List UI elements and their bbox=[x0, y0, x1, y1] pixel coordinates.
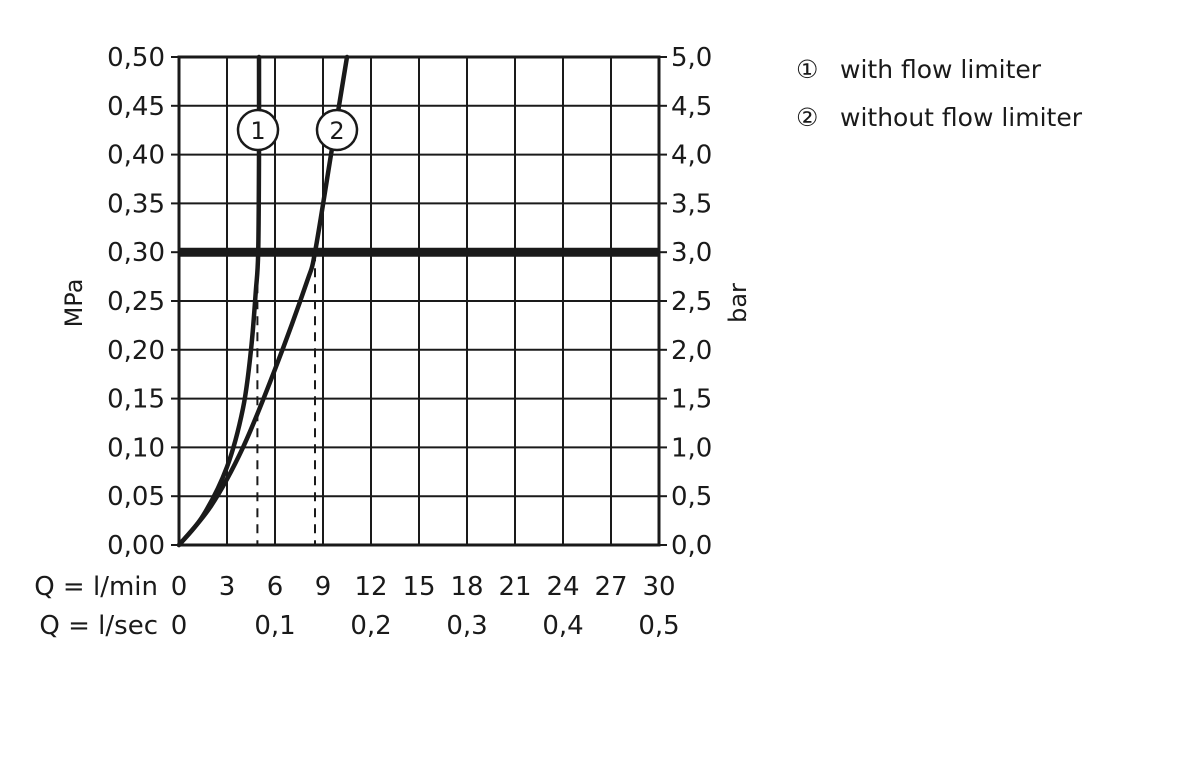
plot-frame bbox=[171, 55, 667, 547]
x-tick-label-lmin: 9 bbox=[315, 572, 332, 602]
y-tick-label-right: 2,0 bbox=[671, 336, 712, 366]
y-tick-label-right: 0,5 bbox=[671, 482, 712, 512]
y-tick-label-left: 0,00 bbox=[107, 531, 165, 561]
series-line-1 bbox=[176, 54, 262, 548]
legend: ① with flow limiter ② without flow limiter bbox=[796, 55, 1083, 132]
x-tick-label-lsec: 0,4 bbox=[542, 611, 583, 641]
y-tick-label-right: 3,5 bbox=[671, 189, 712, 219]
x-tick-label-lsec: 0 bbox=[171, 611, 188, 641]
y-tick-label-right: 4,0 bbox=[671, 141, 712, 171]
x-tick-label-lsec: 0,1 bbox=[254, 611, 295, 641]
y-tick-label-right: 4,5 bbox=[671, 92, 712, 122]
grid bbox=[179, 57, 659, 545]
y-tick-label-right: 1,5 bbox=[671, 385, 712, 415]
x-tick-label-lmin: 0 bbox=[171, 572, 188, 602]
x-tick-label-lmin: 30 bbox=[642, 572, 675, 602]
y-tick-label-left: 0,20 bbox=[107, 336, 165, 366]
x-axis-label-lsec: Q = l/sec bbox=[39, 611, 158, 641]
y-tick-label-right: 0,0 bbox=[671, 531, 712, 561]
axis-titles: Q = l/min Q = l/sec MPa bar bbox=[34, 279, 752, 641]
y-tick-label-right: 2,5 bbox=[671, 287, 712, 317]
series-lines bbox=[176, 54, 350, 548]
series-marker-label-2: 2 bbox=[329, 117, 344, 145]
y-tick-label-left: 0,30 bbox=[107, 238, 165, 268]
y-axis-label-right: bar bbox=[724, 283, 752, 323]
legend-symbol-2: ② bbox=[796, 103, 818, 132]
y-axis-label-left: MPa bbox=[60, 279, 88, 328]
y-tick-label-right: 3,0 bbox=[671, 238, 712, 268]
legend-label-2: without flow limiter bbox=[840, 103, 1083, 132]
drop-lines bbox=[256, 252, 316, 545]
y-tick-label-left: 0,35 bbox=[107, 189, 165, 219]
x-tick-label-lmin: 27 bbox=[594, 572, 627, 602]
y-tick-label-left: 0,45 bbox=[107, 92, 165, 122]
x-tick-label-lmin: 6 bbox=[267, 572, 284, 602]
series-line-2 bbox=[176, 54, 350, 548]
tick-labels: 0,000,050,100,150,200,250,300,350,400,45… bbox=[107, 43, 712, 641]
y-tick-label-left: 0,25 bbox=[107, 287, 165, 317]
x-tick-label-lmin: 24 bbox=[546, 572, 579, 602]
x-tick-label-lmin: 12 bbox=[354, 572, 387, 602]
series-marker-circle-1 bbox=[236, 108, 280, 152]
x-tick-label-lmin: 15 bbox=[402, 572, 435, 602]
y-tick-label-left: 0,05 bbox=[107, 482, 165, 512]
y-tick-label-left: 0,10 bbox=[107, 433, 165, 463]
series-marker-label-1: 1 bbox=[250, 117, 265, 145]
y-tick-label-left: 0,15 bbox=[107, 385, 165, 415]
x-tick-label-lsec: 0,3 bbox=[446, 611, 487, 641]
x-tick-label-lmin: 18 bbox=[450, 572, 483, 602]
x-axis-label-lmin: Q = l/min bbox=[34, 572, 158, 602]
y-tick-label-right: 5,0 bbox=[671, 43, 712, 73]
x-tick-label-lsec: 0,2 bbox=[350, 611, 391, 641]
y-tick-label-right: 1,0 bbox=[671, 433, 712, 463]
x-tick-label-lmin: 21 bbox=[498, 572, 531, 602]
legend-label-1: with flow limiter bbox=[840, 55, 1042, 84]
legend-symbol-1: ① bbox=[796, 55, 818, 84]
x-tick-label-lsec: 0,5 bbox=[638, 611, 679, 641]
x-tick-label-lmin: 3 bbox=[219, 572, 236, 602]
series-marker-circle-2 bbox=[315, 108, 359, 152]
y-tick-label-left: 0,40 bbox=[107, 141, 165, 171]
y-tick-label-left: 0,50 bbox=[107, 43, 165, 73]
